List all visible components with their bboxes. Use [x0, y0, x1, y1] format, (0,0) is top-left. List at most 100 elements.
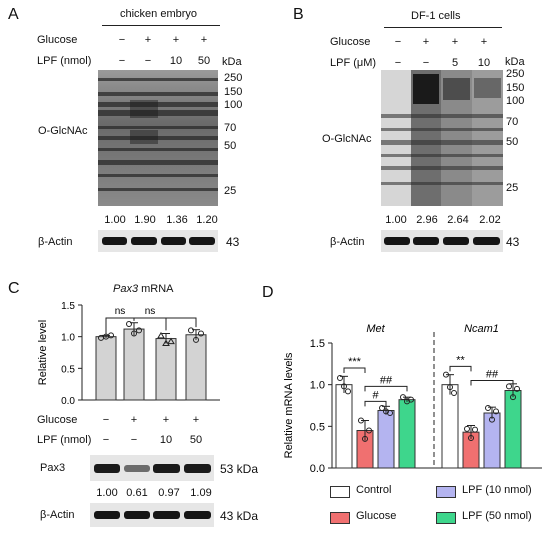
panel-b-kda-header: kDa [505, 56, 525, 68]
panel-d-legend-swatch-2 [330, 512, 350, 524]
panel-c-sig-2: ns [145, 306, 156, 317]
panel-d-point-1-1-3 [345, 388, 351, 395]
panel-a-actin-blot [98, 230, 218, 252]
panel-c-point-2-3 [136, 327, 142, 334]
panel-d-bar-2-1 [441, 384, 459, 469]
panel-c-quant-2: 0.61 [126, 487, 148, 499]
panel-d-bar-1-1 [335, 384, 353, 469]
panel-d-ytick-label-1: 0.5 [310, 421, 325, 433]
panel-c-quant-4: 1.09 [190, 487, 212, 499]
panel-c-point-3-2 [162, 339, 170, 346]
panel-a-lpf-label: LPF (nmol) [37, 55, 92, 67]
panel-a-glucose-value-3: + [172, 34, 180, 46]
panel-a-sample: chicken embryo [120, 8, 198, 20]
panel-c-lpf-value-1: − [102, 434, 110, 446]
panel-c-glucose-value-3: + [162, 414, 170, 426]
panel-d-bar-2-3 [483, 412, 501, 469]
panel-a-glucose-value-1: − [118, 34, 126, 46]
panel-d-bar-1-3 [377, 410, 395, 469]
panel-c-point-4-1 [188, 327, 194, 334]
panel-c-pax3-blot [90, 455, 214, 481]
panel-d-ylabel: Relative mRNA levels [283, 352, 295, 458]
panel-a-marker-1: 250 [224, 72, 243, 84]
panel-d-group-label-1: Met [366, 323, 385, 335]
panel-c-point-4-3 [198, 330, 204, 337]
panel-b-lpf-value-3: 5 [451, 57, 459, 69]
panel-c-point-3-3 [167, 337, 175, 345]
panel-b-oglcnac-blot [381, 70, 503, 206]
panel-c-bracket-3 [166, 317, 197, 328]
panel-b-quant-1: 1.00 [385, 214, 407, 226]
panel-c-ylabel: Relative level [37, 320, 49, 385]
panel-d-sig-met-2-bracket [364, 400, 387, 407]
panel-d-sig-ncam-2-label: ## [486, 369, 499, 381]
panel-c-letter: C [8, 280, 20, 297]
panel-c-lpf-label: LPF (nmol) [37, 434, 92, 446]
panel-d-sig-met-1-label: *** [348, 356, 362, 368]
panel-d-ytick-label-3: 1.5 [310, 338, 325, 350]
panel-c-glucose-value-4: + [192, 414, 200, 426]
panel-d-sig-met-3-label: ## [380, 374, 393, 386]
panel-c-bracket-1 [105, 317, 135, 335]
panel-c-title-suffix: mRNA [138, 283, 174, 295]
panel-d-ytick-label-2: 1.0 [310, 380, 325, 392]
panel-d-point-2-3-3 [493, 408, 499, 415]
panel-d-point-2-1-2 [447, 384, 453, 391]
panel-d-bar-2-4 [504, 390, 522, 469]
panel-d-letter: D [262, 284, 274, 301]
panel-b-marker-3: 100 [506, 95, 525, 107]
panel-d-point-2-4-1 [506, 383, 512, 390]
panel-c-glucose-value-2: + [130, 414, 138, 426]
panel-c-glucose-value-1: − [102, 414, 110, 426]
panel-a-kda-header: kDa [222, 56, 242, 68]
panel-c-chart: 0.0 0.5 1.0 1.5 Relative level ns ns [37, 301, 220, 407]
panel-d-chart: 0.0 0.5 1.0 1.5 Relative mRNA levels Met Ncam1… [283, 323, 542, 475]
panel-c-bracket-2 [134, 317, 167, 331]
panel-a-quant-1: 1.00 [104, 214, 126, 226]
panel-b-actin-blot [381, 230, 503, 252]
panel-c-point-4-2 [193, 336, 199, 343]
panel-c-bar-3 [155, 338, 177, 401]
panel-d-point-2-1-1 [443, 371, 449, 378]
panel-a-quant-3: 1.36 [166, 214, 188, 226]
panel-d-point-1-4-3 [408, 396, 414, 403]
panel-d-group-label-2: Ncam1 [464, 323, 499, 335]
panel-d-point-1-2-1 [358, 417, 364, 424]
panel-c-lpf-value-4: 50 [189, 434, 203, 446]
panel-a-quant-2: 1.90 [134, 214, 156, 226]
panel-c-bar-4 [185, 334, 207, 401]
panel-d-point-2-2-2 [468, 435, 474, 441]
panel-d-point-1-4-1 [400, 394, 406, 401]
panel-d-point-1-1-1 [337, 375, 343, 381]
panel-b-marker-2: 150 [506, 82, 525, 94]
panel-c-bar-1 [95, 336, 117, 401]
panel-b-glucose-value-4: + [480, 36, 488, 48]
panel-d-point-1-3-3 [387, 410, 393, 416]
panel-a-marker-2: 150 [224, 86, 243, 98]
panel-a-oglcnac-blot [98, 70, 218, 206]
panel-b-glucose-label: Glucose [330, 36, 371, 48]
panel-b-letter: B [293, 6, 304, 23]
panel-b-lpf-label: LPF (μM) [330, 57, 377, 69]
panel-d-legend-label-2: Glucose [356, 510, 397, 522]
panel-c-title-gene: Pax3 [113, 283, 139, 295]
panel-c-glucose-label: Glucose [37, 414, 78, 426]
panel-a-glucose-label: Glucose [37, 34, 78, 46]
panel-a-marker-4: 70 [224, 122, 237, 134]
panel-d-point-2-2-1 [464, 425, 470, 432]
panel-d-legend-swatch-1 [330, 486, 350, 498]
panel-d-legend-swatch-3 [436, 486, 456, 498]
panel-b-quant-4: 2.02 [479, 214, 501, 226]
panel-c-pax3-label: Pax3 [40, 462, 66, 474]
panel-d-legend-label-1: Control [356, 484, 392, 496]
panel-d-point-1-2-3 [366, 427, 372, 434]
panel-a-lpf-value-1: − [118, 55, 126, 67]
panel-c-ytick-label-0: 0.0 [61, 396, 75, 407]
panel-c-actin-label: β-Actin [40, 509, 75, 521]
panel-c-ytick-label-2: 1.0 [61, 333, 75, 344]
panel-c-quant-3: 0.97 [158, 487, 180, 499]
panel-a-quant-4: 1.20 [196, 214, 218, 226]
panel-d-sig-met-1-bracket [343, 367, 366, 373]
panel-a-glucose-value-4: + [200, 34, 208, 46]
panel-c-point-1-3 [108, 332, 114, 339]
